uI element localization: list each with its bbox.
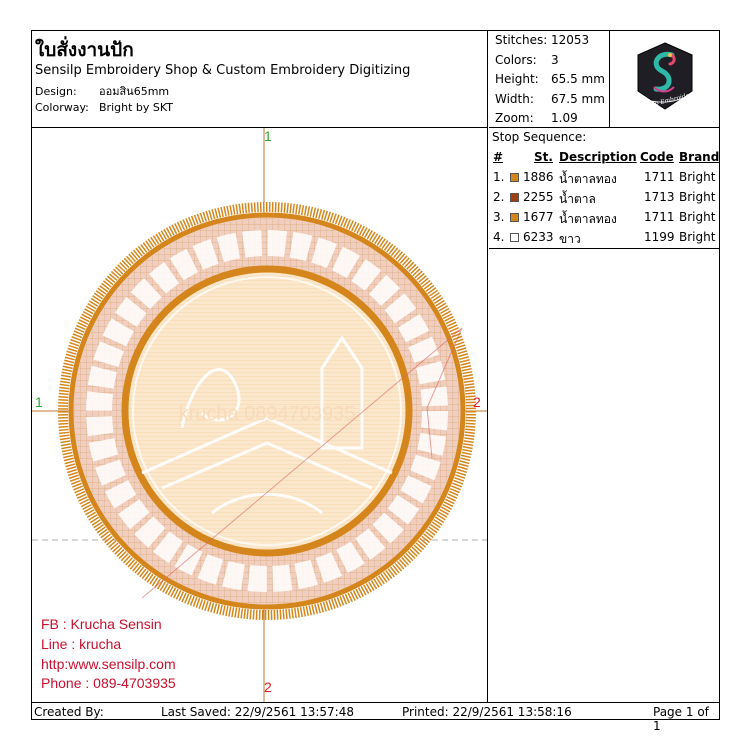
inner-ring (121, 265, 413, 557)
footer: Created By: Last Saved: 22/9/2561 13:57:… (32, 702, 719, 733)
height-label: Height: (495, 72, 539, 86)
outer-ring-teeth (58, 202, 476, 620)
contact-fb: FB : Krucha Sensin (41, 616, 162, 632)
col-code: Code (640, 150, 674, 164)
color-swatch (510, 193, 519, 202)
marker-top: 1 (264, 128, 272, 144)
watermark-text: krucha 0894703935 (179, 403, 356, 425)
colorway-label: Colorway: (35, 101, 89, 114)
marker-right: 2 (473, 394, 481, 410)
page-title: ใบสั่งงานปัก (35, 39, 134, 61)
embroidery-design: krucha 0894703935 (32, 128, 487, 702)
inner-ring-edge (132, 276, 402, 546)
row-code: 1711 (644, 210, 675, 224)
zoom-value: 1.09 (551, 111, 578, 125)
table-row: 2. 2255 น้ำตาล 1713 Bright (489, 188, 720, 208)
swan-s-logo-icon: Sen Silp Embroidery (633, 42, 697, 113)
col-st: St. (534, 150, 553, 164)
colors-row: Colors: 3 (495, 53, 559, 67)
stitch-specs: Stitches: 12053 Colors: 3 Height: 65.5 mm W… (489, 31, 609, 128)
row-code: 1711 (644, 170, 675, 184)
stop-sequence: Stop Sequence: # St. Description Code Br… (489, 128, 720, 249)
row-code: 1199 (644, 230, 675, 244)
last-saved: Last Saved: 22/9/2561 13:57:48 (161, 705, 354, 719)
row-st: 1677 (523, 210, 554, 224)
center-emblem (141, 335, 393, 515)
row-st: 6233 (523, 230, 554, 244)
row-description: ขาว (559, 232, 581, 246)
ring-letters-band (86, 230, 448, 592)
table-row: 1. 1886 น้ำตาลทอง 1711 Bright (489, 168, 720, 188)
stitch-path (141, 327, 463, 599)
colorway-row: Colorway: Bright by SKT (35, 101, 173, 114)
col-num: # (493, 150, 504, 164)
color-swatch (510, 213, 519, 222)
stop-sequence-table: # St. Description Code Brand 1. 1886 น้ำตา… (489, 148, 720, 248)
colorway-value: Bright by SKT (99, 101, 173, 114)
stitches-row: Stitches: 12053 (495, 33, 589, 47)
marker-bottom: 2 (264, 679, 272, 695)
row-brand: Bright (679, 170, 716, 184)
stitches-label: Stitches: (495, 33, 548, 47)
page-number: Page 1 of 1 (653, 705, 709, 733)
row-brand: Bright (679, 210, 716, 224)
colors-label: Colors: (495, 53, 537, 67)
row-description: น้ำตาลทอง (559, 172, 617, 186)
row-brand: Bright (679, 190, 716, 204)
stop-sequence-title: Stop Sequence: (492, 130, 587, 144)
row-st: 2255 (523, 190, 554, 204)
colors-value: 3 (551, 53, 559, 67)
zoom-row: Zoom: 1.09 (495, 111, 578, 125)
printed-date: Printed: 22/9/2561 13:58:16 (402, 705, 572, 719)
zoom-label: Zoom: (495, 111, 534, 125)
design-value: ออมสิน65mm (99, 85, 170, 98)
row-brand: Bright (679, 230, 716, 244)
table-row: 3. 1677 น้ำตาลทอง 1711 Bright (489, 208, 720, 228)
table-row: 4. 6233 ขาว 1199 Bright (489, 228, 720, 248)
row-num: 1. (493, 170, 505, 184)
table-divider (489, 248, 720, 249)
logo-box: Sen Silp Embroidery (609, 31, 720, 128)
col-brand: Brand (679, 150, 720, 164)
height-row: Height: 65.5 mm (495, 72, 605, 86)
stitches-value: 12053 (551, 33, 590, 47)
shop-subtitle: Sensilp Embroidery Shop & Custom Embroid… (35, 63, 411, 78)
row-description: น้ำตาล (559, 192, 596, 206)
height-value: 65.5 mm (551, 72, 605, 86)
marker-left: 1 (35, 394, 43, 410)
design-preview: krucha 0894703935 1 2 1 2 FB : Krucha Se… (32, 128, 488, 702)
color-swatch (510, 233, 519, 242)
contact-phone: Phone : 089-4703935 (41, 675, 176, 691)
header: ใบสั่งงานปัก Sensilp Embroidery Shop & C… (32, 31, 488, 128)
row-code: 1713 (644, 190, 675, 204)
row-num: 3. (493, 210, 505, 224)
row-st: 1886 (523, 170, 554, 184)
col-description: Description (559, 150, 637, 164)
table-header: # St. Description Code Brand (489, 148, 720, 168)
contact-line: Line : krucha (41, 636, 122, 652)
worksheet: ใบสั่งงานปัก Sensilp Embroidery Shop & C… (31, 30, 720, 733)
created-by: Created By: (34, 705, 104, 719)
design-row: Design: ออมสิน65mm (35, 82, 169, 100)
contact-web: http:www.sensilp.com (41, 656, 176, 672)
width-row: Width: 67.5 mm (495, 92, 605, 106)
width-value: 67.5 mm (551, 92, 605, 106)
color-swatch (510, 173, 519, 182)
row-num: 2. (493, 190, 505, 204)
row-description: น้ำตาลทอง (559, 212, 617, 226)
width-label: Width: (495, 92, 534, 106)
design-label: Design: (35, 85, 77, 98)
row-num: 4. (493, 230, 505, 244)
